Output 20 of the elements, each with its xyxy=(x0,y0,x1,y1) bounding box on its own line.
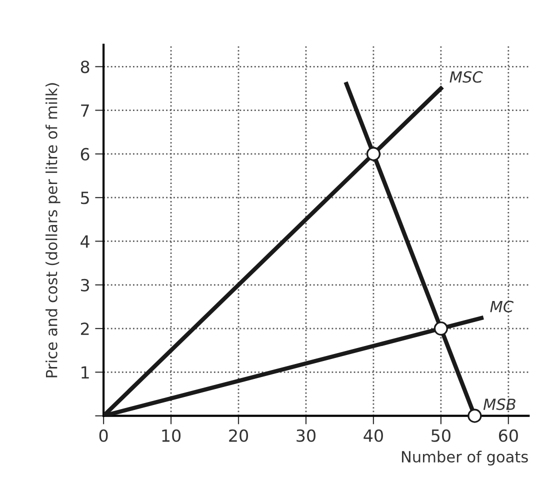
x-tick-label: 60 xyxy=(498,429,518,442)
x-axis-title: Number of goats xyxy=(402,450,528,466)
x-tick-label: 30 xyxy=(296,429,316,442)
x-tick-label: 40 xyxy=(364,429,383,442)
y-tick-label: 8 xyxy=(80,60,90,74)
y-tick-label: 3 xyxy=(81,278,90,292)
y-tick-label: 6 xyxy=(80,148,90,161)
series-label: MSC xyxy=(450,71,483,83)
x-tick-label: 50 xyxy=(432,429,450,442)
y-tick-label: 4 xyxy=(80,235,90,248)
x-tick-label: 20 xyxy=(229,429,248,442)
y-tick-label: 5 xyxy=(81,192,89,204)
y-tick-label: 1 xyxy=(82,366,89,379)
y-tick-label: 2 xyxy=(80,322,89,335)
x-tick-label: 0 xyxy=(99,429,108,442)
y-axis-title: Price and cost (dollars per litre of milk) xyxy=(46,83,60,378)
series-label: MSB xyxy=(483,398,516,410)
y-tick-label: 7 xyxy=(81,104,89,117)
x-tick-label: 10 xyxy=(162,429,181,442)
series-label: MC xyxy=(490,300,514,312)
